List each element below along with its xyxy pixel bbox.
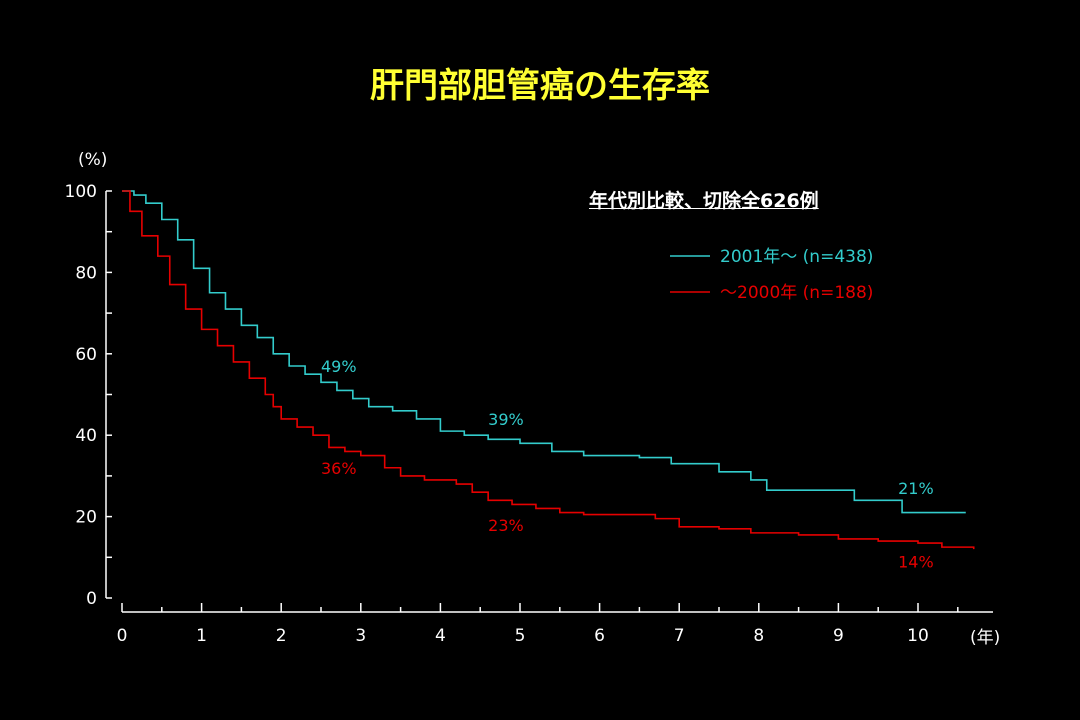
- x-tick-label: 9: [833, 626, 844, 646]
- y-tick-label: 0: [86, 589, 97, 609]
- chart-title: 肝門部胆管癌の生存率: [370, 66, 710, 106]
- x-tick-label: 2: [276, 626, 287, 646]
- survival-annotation: 39%: [488, 410, 524, 429]
- legend-label: ～2000年 (n=188): [720, 283, 873, 303]
- x-tick-label: 1: [196, 626, 207, 646]
- series-line-after-2001: [122, 190, 966, 514]
- x-tick-label: 5: [515, 626, 526, 646]
- legend-label: 2001年～ (n=438): [720, 247, 873, 267]
- y-tick-label: 20: [75, 508, 97, 528]
- y-tick-label: 80: [75, 263, 97, 283]
- x-tick-label: 4: [435, 626, 446, 646]
- x-tick-label: 8: [753, 626, 764, 646]
- chart-subtitle: 年代別比較、切除全626例: [589, 190, 819, 212]
- y-axis-unit: (%): [78, 150, 108, 170]
- survival-annotation: 36%: [321, 459, 357, 478]
- x-tick-label: 6: [594, 626, 605, 646]
- survival-annotation: 23%: [488, 516, 524, 535]
- survival-annotation: 21%: [898, 479, 934, 498]
- survival-annotation: 14%: [898, 552, 934, 571]
- y-tick-label: 40: [75, 426, 97, 446]
- y-tick-label: 60: [75, 345, 97, 365]
- x-tick-label: 3: [355, 626, 366, 646]
- x-tick-label: 0: [117, 626, 128, 646]
- x-tick-label: 7: [674, 626, 685, 646]
- series-line-before-2000: [122, 190, 975, 550]
- x-axis-unit: (年): [970, 628, 1001, 648]
- y-tick-label: 100: [65, 182, 97, 202]
- survival-annotation: 49%: [321, 357, 357, 376]
- x-tick-label: 10: [907, 626, 929, 646]
